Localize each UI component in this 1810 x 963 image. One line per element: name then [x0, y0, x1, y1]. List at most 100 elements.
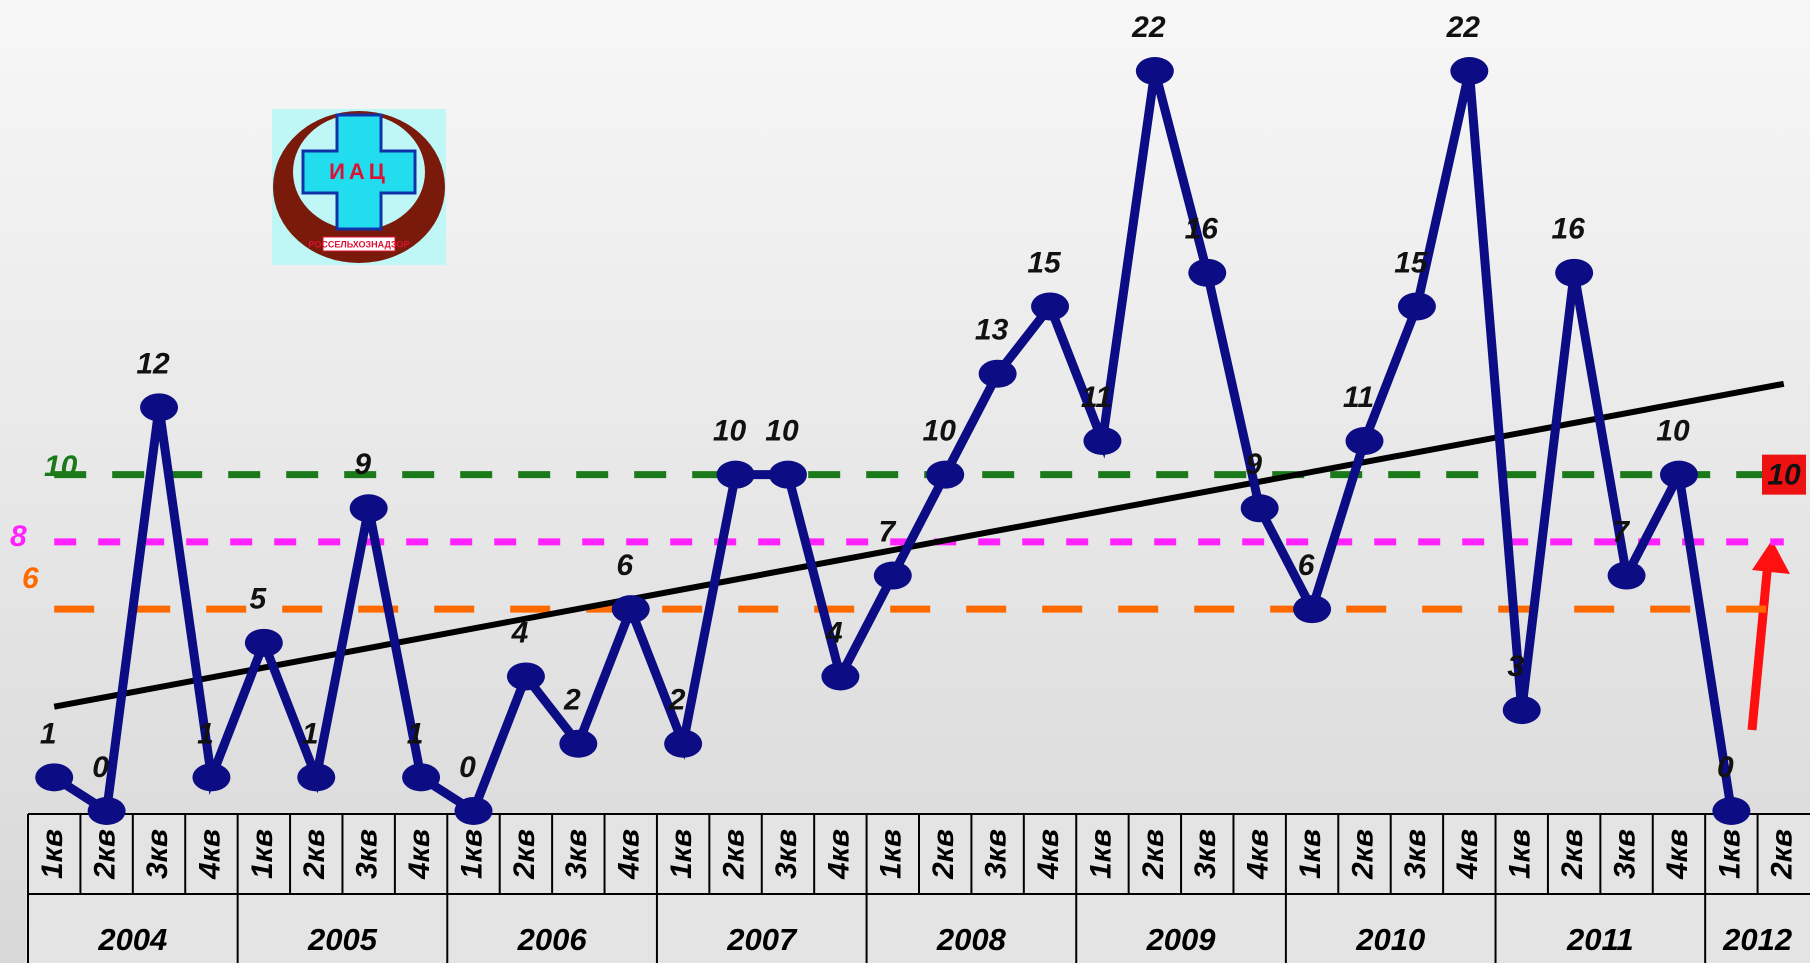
- x-tick-label: 4кв: [1661, 829, 1694, 880]
- x-tick-label: 3кв: [351, 829, 384, 879]
- x-tick-label: 4кв: [822, 829, 855, 880]
- data-label: 22: [1131, 11, 1166, 44]
- data-label: 4: [511, 616, 529, 649]
- x-tick-label: 2кв: [1556, 829, 1589, 880]
- x-tick-label: 4кв: [1451, 829, 1484, 880]
- point: [979, 360, 1017, 388]
- data-label: 16: [1185, 213, 1219, 246]
- data-label: 15: [1027, 246, 1062, 279]
- logo-title: ИАЦ: [329, 159, 389, 184]
- data-label: 10: [923, 415, 957, 448]
- data-label: 1: [197, 717, 214, 750]
- point: [1503, 696, 1541, 724]
- point: [402, 763, 440, 791]
- data-label: 2: [563, 684, 581, 717]
- data-label: 16: [1551, 213, 1585, 246]
- data-label: 7: [1612, 515, 1630, 548]
- chart: ИАЦ РОССЕЛЬХОЗНАДЗОР 1кв 2кв 3кв 4кв 1кв 2кв 3…: [0, 0, 1810, 963]
- point: [1083, 427, 1121, 455]
- point: [1031, 292, 1069, 320]
- year-label: 2009: [1146, 922, 1217, 957]
- point: [559, 730, 597, 758]
- point: [1660, 461, 1698, 489]
- data-label: 1: [407, 717, 424, 750]
- data-label: 10: [713, 415, 747, 448]
- point: [88, 797, 126, 825]
- x-tick-label: 4кв: [1032, 829, 1065, 880]
- x-tick-label: 1кв: [875, 829, 908, 879]
- data-label: 22: [1446, 11, 1481, 44]
- x-tick-label: 2кв: [1766, 829, 1799, 880]
- x-tick-label: 1кв: [246, 829, 279, 879]
- data-label: 11: [1343, 381, 1374, 414]
- year-label: 2006: [517, 922, 588, 957]
- data-label: 6: [616, 549, 633, 582]
- point: [612, 595, 650, 623]
- year-label: 2004: [97, 922, 167, 957]
- x-tick-label: 4кв: [1242, 829, 1275, 880]
- point: [1136, 57, 1174, 85]
- x-tick-label: 2кв: [298, 829, 331, 880]
- x-tick-label: 1кв: [665, 829, 698, 879]
- point: [297, 763, 335, 791]
- x-tick-label: 3кв: [980, 829, 1013, 879]
- x-tick-label: 1кв: [1294, 829, 1327, 879]
- point: [769, 461, 807, 489]
- x-tick-label: 1кв: [1504, 829, 1537, 879]
- year-label: 2007: [726, 922, 798, 957]
- data-label: 5: [250, 583, 268, 616]
- data-label: 9: [1245, 448, 1262, 481]
- data-label: 7: [878, 515, 896, 548]
- point: [245, 629, 283, 657]
- x-tick-label: 2кв: [1137, 829, 1170, 880]
- data-label: 1: [40, 717, 57, 750]
- x-tick-label: 4кв: [193, 829, 226, 880]
- reference-badge-label: 10: [1767, 459, 1801, 492]
- data-label: 15: [1394, 246, 1429, 279]
- data-label: 0: [1717, 751, 1734, 784]
- data-label: 11: [1081, 381, 1112, 414]
- x-tick-label: 2кв: [508, 829, 541, 880]
- data-label: 6: [1298, 549, 1315, 582]
- point: [140, 393, 178, 421]
- x-tick-label: 1кв: [1713, 829, 1746, 879]
- year-label: 2012: [1722, 922, 1792, 957]
- year-label: 2008: [936, 922, 1007, 957]
- point: [717, 461, 755, 489]
- year-label: 2010: [1355, 922, 1425, 957]
- x-tick-label: 2кв: [1346, 829, 1379, 880]
- reference-label: 6: [22, 562, 39, 595]
- x-tick-label: 1кв: [36, 829, 69, 879]
- reference-label: 8: [10, 520, 27, 553]
- point: [1346, 427, 1384, 455]
- data-label: 0: [92, 751, 109, 784]
- point: [1555, 259, 1593, 287]
- point: [1450, 57, 1488, 85]
- x-tick-label: 2кв: [89, 829, 122, 880]
- point: [926, 461, 964, 489]
- data-label: 12: [136, 347, 170, 380]
- x-tick-label: 2кв: [927, 829, 960, 880]
- x-tick-label: 1кв: [1084, 829, 1117, 879]
- point: [1241, 494, 1279, 522]
- x-tick-label: 3кв: [1399, 829, 1432, 879]
- x-tick-label: 2кв: [717, 829, 750, 880]
- x-tick-label: 3кв: [1189, 829, 1222, 879]
- data-label: 3: [1507, 650, 1524, 683]
- data-label: 0: [459, 751, 476, 784]
- point: [1398, 292, 1436, 320]
- point: [507, 662, 545, 690]
- x-tick-label: 3кв: [1608, 829, 1641, 879]
- x-tick-label: 1кв: [455, 829, 488, 879]
- data-label: 9: [354, 448, 371, 481]
- point: [1608, 562, 1646, 590]
- data-label: 1: [302, 717, 319, 750]
- x-tick-label: 4кв: [613, 829, 646, 880]
- point: [455, 797, 493, 825]
- x-tick-label: 3кв: [560, 829, 593, 879]
- data-label: 13: [975, 314, 1009, 347]
- point: [35, 763, 73, 791]
- point: [1712, 797, 1750, 825]
- logo: ИАЦ РОССЕЛЬХОЗНАДЗОР: [272, 109, 446, 265]
- point: [350, 494, 388, 522]
